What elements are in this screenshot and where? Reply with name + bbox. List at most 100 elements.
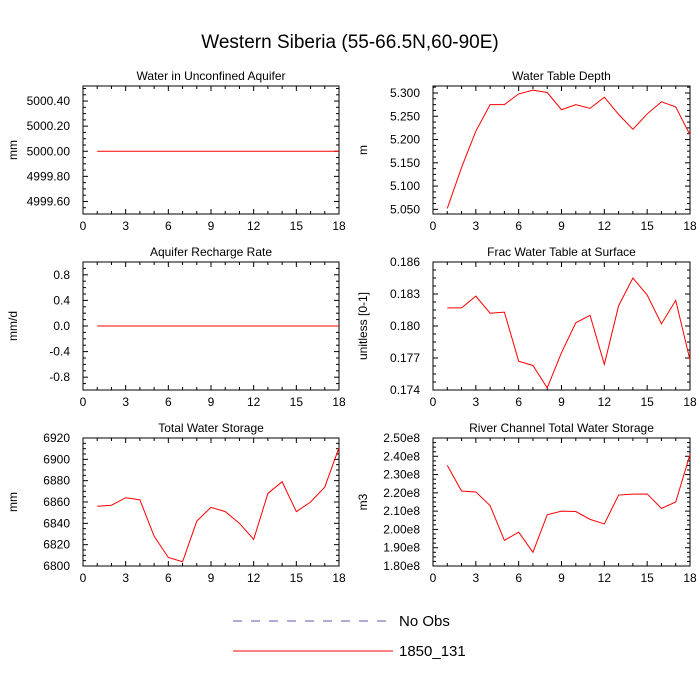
y-tick-label: 0.180: [390, 319, 420, 333]
x-tick-label: 15: [290, 219, 304, 233]
panels-group: Water in Unconfined Aquifer mm 0 3 6 9 12 15 18 4…: [6, 69, 697, 585]
y-tick-label: 4999.80: [27, 169, 71, 183]
plot-frame: [432, 261, 691, 391]
series-line: [446, 89, 691, 209]
x-tick-label: 9: [558, 571, 565, 585]
y-tick-label: 0.174: [390, 383, 420, 397]
x-tick-label: 12: [247, 395, 261, 409]
x-tick-label: 15: [640, 395, 654, 409]
x-tick-label: 3: [472, 571, 479, 585]
y-tick-label: 6860: [43, 495, 70, 509]
x-tick-label: 6: [165, 395, 172, 409]
y-axis-label: m: [356, 145, 370, 155]
y-tick-label: 5.300: [390, 86, 420, 100]
y-tick-label: -0.4: [49, 345, 70, 359]
panel-1: Water in Unconfined Aquifer mm 0 3 6 9 12 15 18 4…: [6, 69, 346, 233]
y-tick-label: 5000.00: [27, 144, 71, 158]
x-tick-label: 0: [430, 571, 437, 585]
x-tick-label: 0: [430, 219, 437, 233]
panel-title: Total Water Storage: [158, 421, 264, 435]
y-tick-label: 0.4: [53, 293, 70, 307]
y-tick-label: 6880: [43, 474, 70, 488]
x-tick-label: 18: [332, 219, 346, 233]
x-tick-label: 12: [247, 219, 261, 233]
legend-item: 1850_131: [233, 643, 466, 660]
panel-title: River Channel Total Water Storage: [469, 421, 654, 435]
y-tick-label: 2.40e8: [383, 449, 420, 463]
y-tick-label: 0.8: [53, 268, 70, 282]
panel-title: Water in Unconfined Aquifer: [137, 69, 286, 83]
y-tick-label: -0.8: [49, 370, 70, 384]
plot-frame: [82, 437, 340, 567]
y-tick-label: 0.177: [390, 351, 420, 365]
legend: No Obs 1850_131: [233, 613, 466, 660]
y-tick-label: 2.20e8: [383, 486, 420, 500]
x-tick-label: 3: [122, 219, 129, 233]
x-tick-label: 6: [515, 571, 522, 585]
x-tick-label: 0: [430, 395, 437, 409]
y-axis-label: mm: [6, 492, 20, 512]
y-tick-label: 0.183: [390, 287, 420, 301]
x-tick-label: 18: [683, 571, 697, 585]
x-tick-label: 6: [165, 571, 172, 585]
panel-3: Aquifer Recharge Rate mm/d 0 3 6 9 12 15 18 -0.8 -…: [6, 245, 346, 409]
y-tick-label: 4999.60: [27, 194, 71, 208]
panel-4: Frac Water Table at Surface unitless [0-1…: [356, 245, 697, 409]
x-tick-label: 0: [80, 395, 87, 409]
y-tick-label: 6900: [43, 452, 70, 466]
y-tick-label: 2.30e8: [383, 468, 420, 482]
y-tick-label: 1.90e8: [383, 541, 420, 555]
panel-title: Water Table Depth: [512, 69, 611, 83]
y-tick-label: 2.00e8: [383, 522, 420, 536]
x-tick-label: 6: [515, 219, 522, 233]
x-tick-label: 18: [683, 395, 697, 409]
y-axis-label: mm/d: [6, 311, 20, 341]
y-tick-label: 1.80e8: [383, 559, 420, 573]
y-tick-label: 5000.20: [27, 119, 71, 133]
x-tick-label: 0: [80, 571, 87, 585]
x-tick-label: 3: [472, 219, 479, 233]
x-tick-label: 6: [515, 395, 522, 409]
panel-5: Total Water Storage mm 0 3 6 9 12 15 18 6800 6820 6…: [6, 421, 346, 585]
x-tick-label: 9: [558, 395, 565, 409]
x-tick-label: 12: [598, 219, 612, 233]
x-tick-label: 18: [683, 219, 697, 233]
y-tick-label: 0.186: [390, 255, 420, 269]
x-tick-label: 9: [208, 571, 215, 585]
plot-frame: [432, 437, 691, 567]
y-tick-label: 6920: [43, 431, 70, 445]
x-tick-label: 18: [332, 571, 346, 585]
panel-6: River Channel Total Water Storage m3 0 3 6 9 1…: [356, 421, 697, 585]
series-line: [447, 277, 691, 389]
x-tick-label: 15: [640, 571, 654, 585]
y-tick-label: 5.200: [390, 133, 420, 147]
panel-title: Aquifer Recharge Rate: [150, 245, 272, 259]
x-tick-label: 15: [640, 219, 654, 233]
plot-frame: [432, 85, 691, 215]
y-tick-label: 5.150: [390, 156, 420, 170]
x-tick-label: 12: [598, 571, 612, 585]
x-tick-label: 15: [290, 395, 304, 409]
x-tick-label: 15: [290, 571, 304, 585]
legend-item: No Obs: [233, 613, 450, 630]
y-tick-label: 5.250: [390, 109, 420, 123]
x-tick-label: 3: [472, 395, 479, 409]
x-tick-label: 12: [598, 395, 612, 409]
y-tick-label: 5000.40: [27, 94, 71, 108]
y-tick-label: 2.50e8: [383, 431, 420, 445]
y-axis-label: m3: [356, 493, 370, 510]
series-line: [97, 447, 340, 563]
figure-title: Western Siberia (55-66.5N,60-90E): [201, 32, 499, 53]
y-tick-label: 6820: [43, 538, 70, 552]
x-tick-label: 6: [165, 219, 172, 233]
y-tick-label: 5.100: [390, 179, 420, 193]
x-tick-label: 12: [247, 571, 261, 585]
x-tick-label: 0: [80, 219, 87, 233]
x-tick-label: 3: [122, 571, 129, 585]
series-line: [446, 454, 691, 554]
x-tick-label: 9: [558, 219, 565, 233]
x-tick-label: 9: [208, 395, 215, 409]
legend-label: 1850_131: [399, 643, 466, 660]
x-tick-label: 18: [332, 395, 346, 409]
